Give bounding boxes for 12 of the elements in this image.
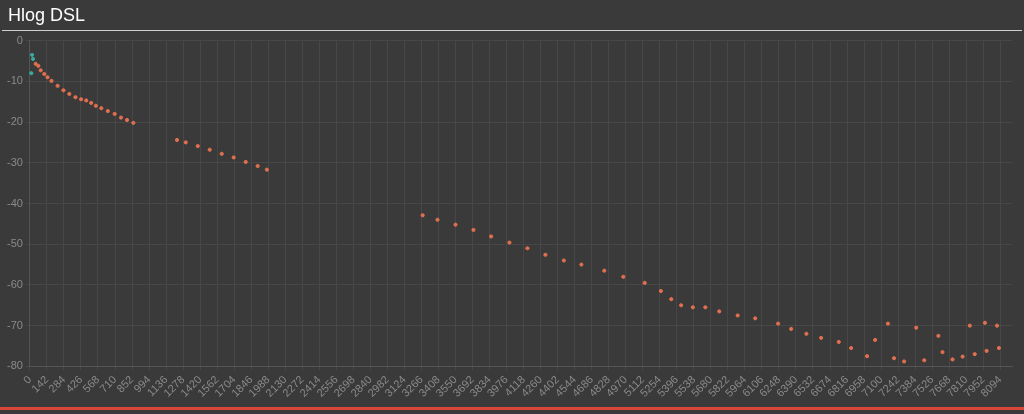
y-tick-label: -20 [6,115,23,128]
y-tick-label: -60 [6,277,23,290]
x-tick-label: 284 [46,373,68,395]
y-tick-label: 0 [16,33,23,46]
y-tick-label: -10 [6,74,23,87]
x-tick-label: 0 [20,373,34,386]
y-tick-label: -30 [6,155,23,168]
y-tick-label: -50 [6,237,23,250]
y-tick-label: -40 [6,196,23,209]
y-tick-label: -70 [6,318,23,331]
chart-title: Hlog DSL [7,4,86,26]
y-tick-label: -80 [6,359,23,372]
